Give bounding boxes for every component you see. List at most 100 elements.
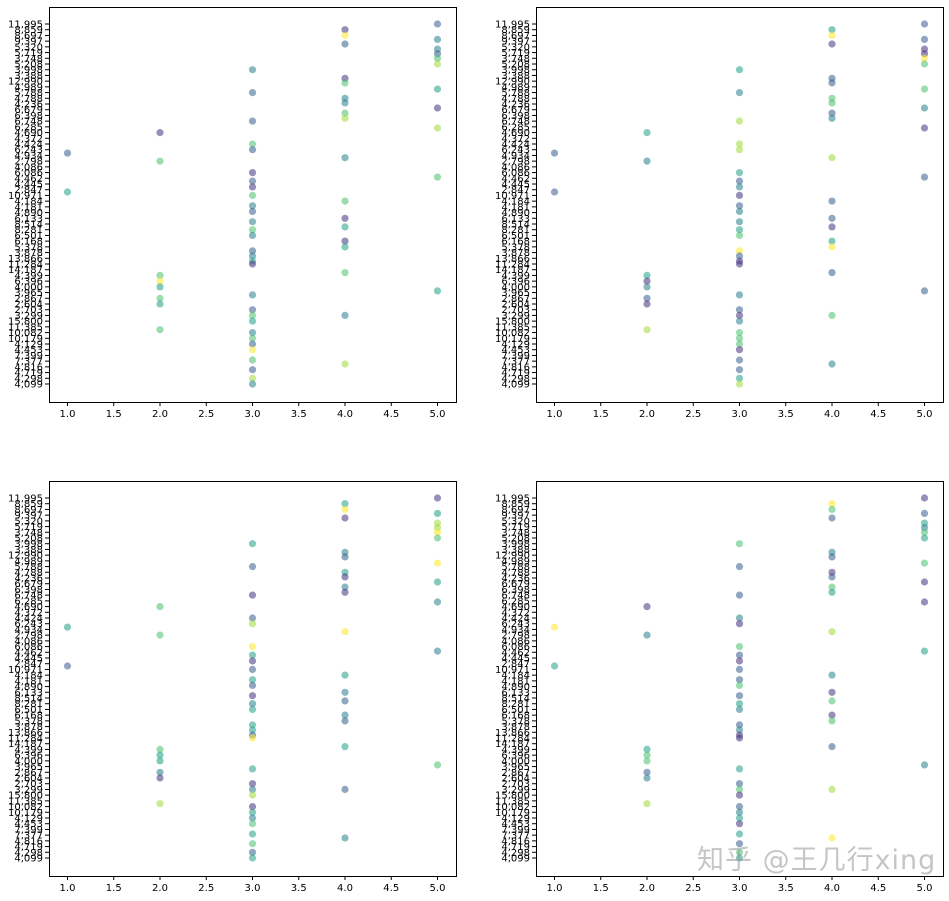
y-tick-label: 3,965 [14,288,43,299]
data-point [341,114,349,122]
data-point [828,223,836,231]
y-tick-label: 8,514 [14,694,43,705]
y-tick-label: 8,281 [501,699,530,710]
data-point [735,803,744,811]
data-point [735,260,744,268]
y-tick-label: 7,399 [14,351,43,362]
data-point [248,734,257,742]
y-tick-label: 6,285 [14,596,43,607]
y-tick-label: 2,847 [501,185,530,196]
x-tick-label: 4.5 [870,883,886,894]
y-tick-label: 4,099 [14,854,43,865]
data-point [920,598,929,606]
data-point [735,848,744,856]
data-point [156,603,164,611]
y-tick-label: 4,989 [501,82,530,93]
data-point [643,326,651,334]
data-point [248,340,257,348]
y-tick-label: 4,788 [14,568,43,579]
data-point [735,785,744,794]
data-point [248,692,257,700]
y-tick-label: 4,086 [501,636,530,647]
y-tick-label: 3,748 [14,528,43,539]
y-tick-label: 10,179 [8,334,43,345]
data-point [248,260,257,268]
data-point [248,657,257,665]
y-tick-label: 4,989 [14,82,43,93]
data-point [248,346,257,354]
data-point [248,231,257,239]
data-point [248,830,257,838]
y-axis: 11,9958,8598,6979,3975,3205,7193,7485,20… [495,20,536,391]
y-tick-label: 4,788 [14,94,43,105]
y-tick-label: 9,397 [501,511,530,522]
y-tick-label: 4,236 [14,100,43,111]
y-tick-label: 2,867 [14,768,43,779]
data-point [156,800,164,808]
y-tick-label: 3,965 [501,762,530,773]
y-tick-label: 10,082 [8,328,43,339]
data-point [248,854,257,862]
data-point [341,223,349,231]
subplot-bottom-right: 1.0 1.5 2.0 2.5 3.0 3.5 4.0 4.5 5.011,9958,8598,… [495,481,944,894]
y-tick-label: 7,377 [14,357,43,368]
x-axis: 1.0 1.5 2.0 2.5 3.0 3.5 4.0 4.5 5.0 [60,876,445,894]
subplot-top-right: 1.0 1.5 2.0 2.5 3.0 3.5 4.0 4.5 5.011,9958,8598,… [495,7,944,420]
y-tick-label: 10,971 [495,665,530,676]
y-tick-label: 8,859 [501,499,530,510]
y-tick-label: 2,604 [14,300,43,311]
data-point [248,705,257,714]
data-point [828,109,836,117]
x-tick-label: 2.5 [685,883,701,894]
y-tick-label: 4,184 [501,671,530,682]
y-tick-label: 2,604 [501,774,530,785]
y-tick-label: 14,187 [8,265,43,276]
y-tick-label: 4,719 [14,368,43,379]
y-tick-label: 3,998 [501,539,530,550]
data-point [735,814,744,822]
y-tick-label: 4,989 [501,556,530,567]
data-point [156,283,164,291]
data-point [735,380,744,388]
data-point [156,129,164,137]
y-tick-label: 15,800 [8,317,43,328]
y-tick-label: 3,299 [14,785,43,796]
data-point [248,329,257,337]
data-point [341,834,349,842]
y-tick-label: 8,859 [501,25,530,36]
y-tick-label: 5,208 [501,60,530,71]
data-point [433,528,442,536]
y-tick-label: 5,719 [14,522,43,533]
y-tick-label: 4,184 [501,197,530,208]
scatter-points [63,494,442,862]
x-tick-label: 1.0 [547,409,563,420]
data-point [828,628,836,636]
y-tick-label: 6,679 [501,579,530,590]
data-point [248,643,257,651]
data-point [828,834,836,842]
y-tick-label: 4,372 [501,134,530,145]
y-tick-label: 2,604 [501,300,530,311]
y-tick-label: 4,000 [501,756,530,767]
y-tick-label: 5,788 [14,562,43,573]
y-tick-label: 4,788 [501,568,530,579]
data-point [248,183,257,191]
data-point [920,104,929,112]
watermark-text: 知乎 @王几行xing [697,845,937,876]
data-point [735,734,744,742]
y-tick-label: 4,690 [501,128,530,139]
data-point [735,840,744,848]
y-tick-label: 4,372 [14,134,43,145]
data-point [735,765,744,773]
y-tick-label: 2,847 [14,185,43,196]
y-tick-label: 3,388 [501,71,530,82]
x-tick-label: 1.0 [60,409,76,420]
data-point [63,149,72,157]
y-tick-label: 2,867 [501,768,530,779]
y-tick-label: 11,385 [495,796,530,807]
data-point [248,614,257,622]
y-tick-label: 4,000 [14,756,43,767]
data-point [248,218,257,226]
y-tick-label: 6,243 [14,619,43,630]
y-tick-label: 3,388 [14,71,43,82]
